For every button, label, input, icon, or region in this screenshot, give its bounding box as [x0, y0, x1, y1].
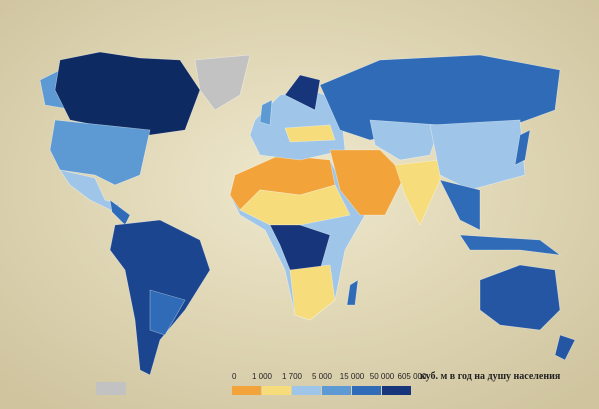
- legend-tick-label: 1 000: [252, 372, 273, 381]
- legend-swatch: [322, 386, 351, 395]
- legend-tick-label: 50 000: [370, 372, 395, 381]
- legend-swatch: [382, 386, 411, 395]
- legend-swatch: [262, 386, 291, 395]
- legend-tick-label: 5 000: [312, 372, 333, 381]
- legend-tick-label: 15 000: [340, 372, 365, 381]
- legend-tick-label: 1 700: [282, 372, 303, 381]
- no-data-swatch: [96, 382, 126, 395]
- legend: куб. м в год на душу населения 0 1 000 1 7…: [96, 371, 561, 395]
- legend-swatch: [232, 386, 261, 395]
- land: [39, 51, 576, 376]
- legend-swatch: [292, 386, 321, 395]
- legend-tick-label: 605 000: [398, 372, 427, 381]
- legend-title: куб. м в год на душу населения: [420, 371, 561, 382]
- legend-swatch: [352, 386, 381, 395]
- legend-tick-label: 0: [232, 372, 237, 381]
